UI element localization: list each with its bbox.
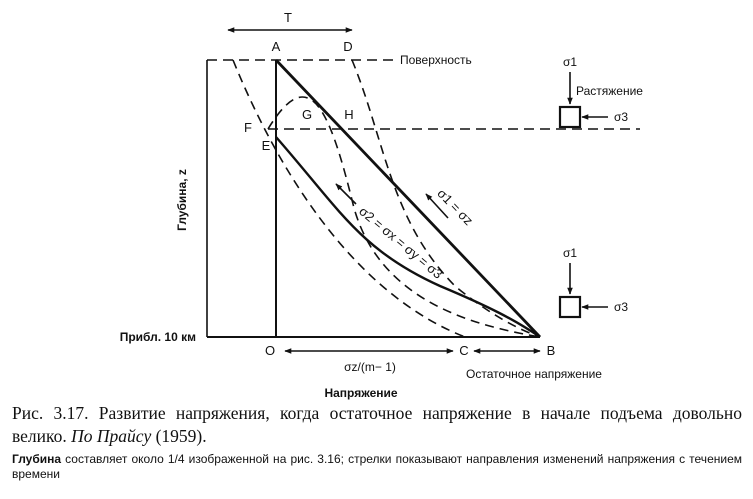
horizontal-axis-label: Напряжение [324, 386, 397, 400]
point-O: O [265, 343, 275, 358]
figure-note: Глубина составляет около 1/4 изображенно… [12, 452, 742, 482]
oc-interval-label: σz/(m− 1) [344, 360, 396, 374]
top-sigma1-label: σ1 [563, 55, 577, 69]
tension-label: Растяжение [576, 84, 643, 98]
sigma1-line-A-B [274, 59, 542, 338]
sigma1-direction-arrow [425, 193, 449, 219]
caption-source: По Прайсу [71, 426, 152, 446]
bottom-stress-element [558, 295, 582, 319]
point-H: H [344, 107, 353, 122]
sigma3-curve-E-B [275, 136, 541, 338]
point-B: B [547, 343, 556, 358]
point-E: E [262, 138, 271, 153]
residual-stress-label: Остаточное напряжение [466, 367, 602, 381]
stress-evolution-diagram: T A D F E G H O C B Поверхность Глубина,… [120, 10, 644, 400]
bottom-sigma3-label: σ3 [614, 300, 628, 314]
note-text: составляет около 1/4 изображенной на рис… [12, 452, 742, 481]
sigma1-line-label: σ1 = σz [434, 186, 476, 228]
point-F: F [244, 120, 252, 135]
top-stress-element [558, 105, 582, 129]
note-lead: Глубина [12, 452, 62, 466]
t-label: T [284, 10, 292, 25]
surface-label: Поверхность [400, 53, 472, 67]
top-sigma3-label: σ3 [614, 110, 628, 124]
depth-bottom-label: Прибл. 10 км [120, 330, 196, 344]
caption-text: Рис. 3.17. Развитие напряжения, когда ос… [12, 403, 742, 446]
point-D: D [343, 39, 352, 54]
caption-year: (1959). [155, 426, 207, 446]
figure-caption: Рис. 3.17. Развитие напряжения, когда ос… [12, 402, 742, 448]
bottom-sigma1-label: σ1 [563, 246, 577, 260]
dashed-curve-F-G [267, 96, 541, 338]
dashed-curve-D [351, 59, 541, 338]
point-G: G [302, 107, 312, 122]
depth-axis-label: Глубина, z [175, 169, 189, 231]
point-A: A [272, 39, 281, 54]
point-C: C [459, 343, 468, 358]
sigma3-direction-arrow [335, 183, 357, 205]
